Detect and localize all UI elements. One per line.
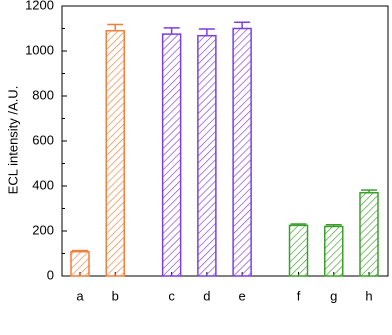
bar	[288, 224, 309, 277]
y-tick-label: 200	[32, 222, 54, 237]
bar	[232, 27, 252, 277]
x-tick-label: b	[112, 288, 119, 303]
x-tick-label: d	[203, 288, 210, 303]
x-tick-label: c	[168, 288, 175, 303]
y-tick-label: 1200	[25, 0, 54, 12]
x-tick-label: e	[239, 288, 246, 303]
y-axis-label: ECL intensity /A.U.	[5, 86, 20, 195]
bar	[359, 192, 379, 277]
y-tick-label: 600	[32, 132, 54, 147]
y-tick-label: 0	[47, 267, 54, 282]
x-tick-label: g	[330, 288, 337, 303]
bar	[161, 33, 182, 277]
y-tick-label: 800	[32, 87, 54, 102]
bar	[70, 250, 90, 277]
bar	[324, 225, 344, 277]
x-tick-label: h	[365, 288, 372, 303]
x-tick-label: a	[76, 288, 84, 303]
bar	[105, 30, 125, 277]
bar	[197, 34, 217, 277]
x-tick-label: f	[297, 288, 301, 303]
y-tick-label: 400	[32, 177, 54, 192]
y-tick-label: 1000	[25, 42, 54, 57]
